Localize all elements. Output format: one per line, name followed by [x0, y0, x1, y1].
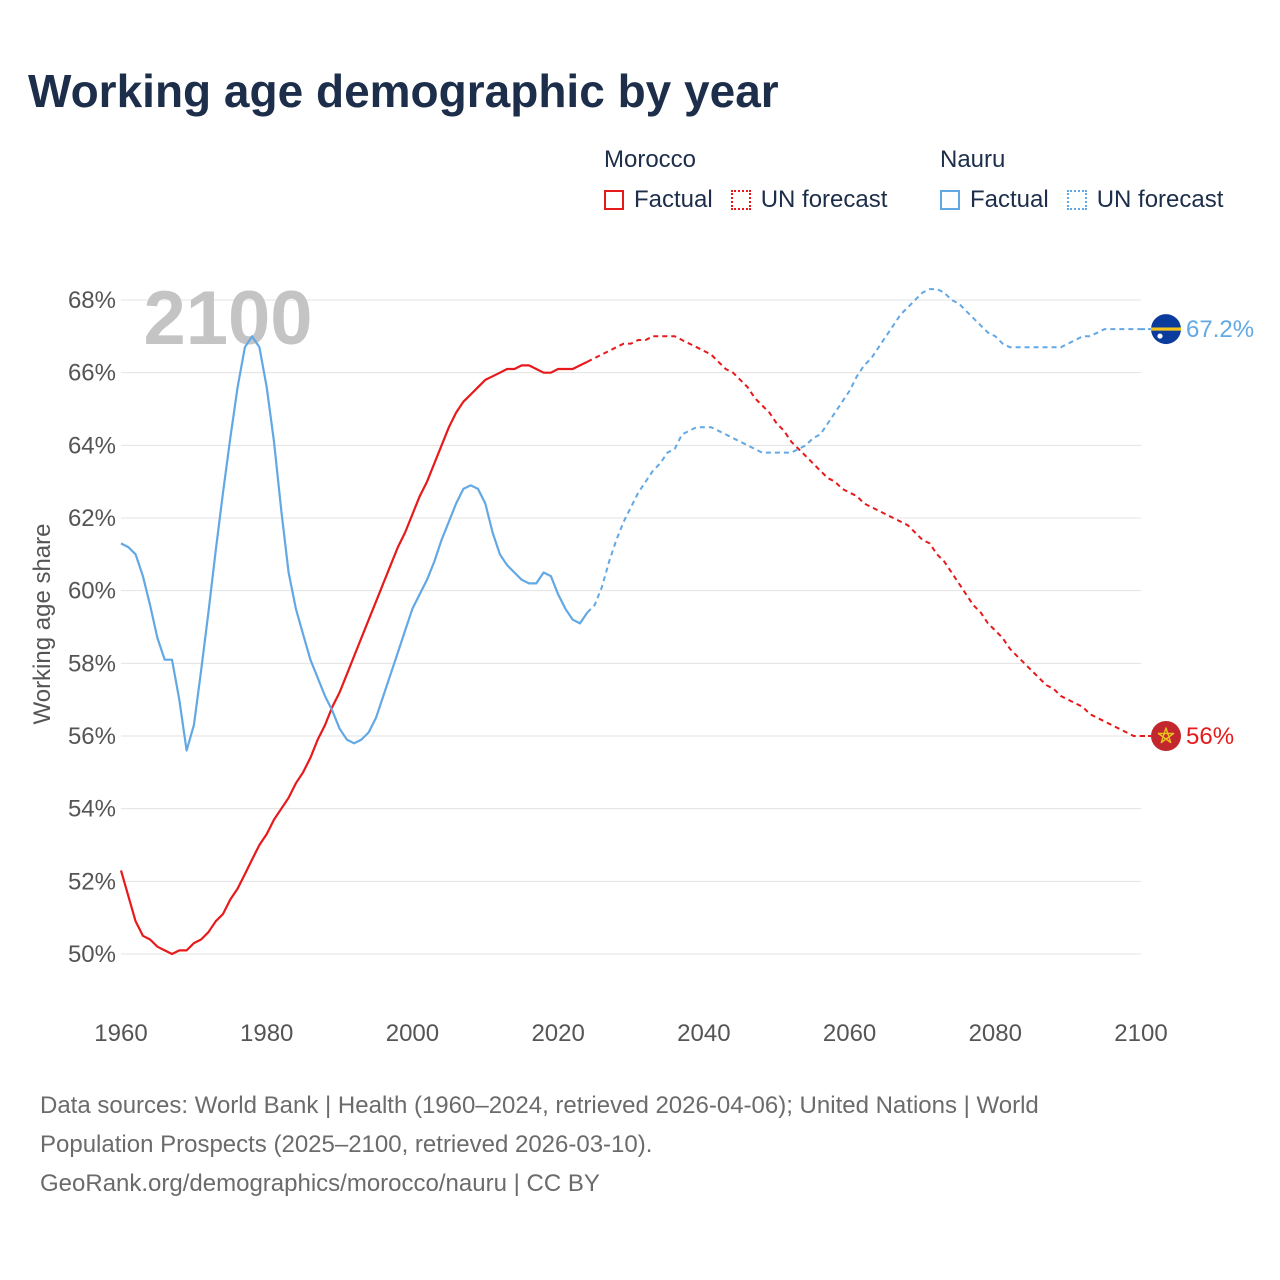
legend-group-morocco: Morocco Factual UN forecast	[604, 146, 887, 214]
legend-label-factual: Factual	[634, 186, 713, 213]
nauru-forecast-line	[586, 288, 1141, 614]
x-tick-label: 1960	[94, 1020, 147, 1047]
legend-group-name: Nauru	[940, 146, 1006, 173]
y-axis-ticks: 50% 52% 54% 56% 58% 60% 62% 64% 66% 68%	[68, 287, 116, 968]
nauru-factual-line	[120, 335, 589, 752]
y-tick-label: 60%	[68, 578, 116, 605]
nauru-end-label: 67.2%	[1186, 316, 1254, 343]
legend-swatch-forecast	[730, 190, 751, 210]
y-tick-label: 68%	[68, 287, 116, 314]
chart-title: Working age demographic by year	[28, 65, 779, 117]
series-lines	[119, 288, 1141, 956]
line-chart: 2100 50% 52% 54% 56% 58% 60% 62% 64% 66% 68% 1960…	[29, 276, 1254, 1047]
legend-group-name: Morocco	[604, 146, 697, 173]
x-tick-label: 2020	[531, 1020, 584, 1047]
y-tick-label: 54%	[68, 796, 116, 823]
morocco-forecast-line	[586, 335, 1141, 737]
morocco-factual-line	[119, 360, 588, 956]
x-tick-label: 1980	[240, 1020, 293, 1047]
legend-swatch-forecast	[1066, 190, 1087, 210]
y-tick-label: 66%	[68, 360, 116, 387]
y-tick-label: 64%	[68, 432, 116, 459]
grid-lines	[121, 299, 1141, 955]
y-tick-label: 52%	[68, 868, 116, 895]
legend-swatch-factual	[604, 190, 624, 210]
y-tick-label: 50%	[68, 941, 116, 968]
y-axis-label: Working age share	[29, 524, 56, 725]
footer-sources: Data sources: World Bank | Health (1960–…	[40, 1086, 1240, 1203]
x-tick-label: 2000	[386, 1020, 439, 1047]
x-tick-label: 2060	[823, 1020, 876, 1047]
x-tick-label: 2080	[969, 1020, 1022, 1047]
footer-line-3: GeoRank.org/demographics/morocco/nauru |…	[40, 1170, 600, 1197]
legend-label-forecast: UN forecast	[760, 186, 888, 213]
x-tick-label: 2100	[1114, 1020, 1167, 1047]
x-axis-ticks: 1960 1980 2000 2020 2040 2060 2080 2100	[94, 1020, 1167, 1047]
morocco-end-label: 56%	[1186, 723, 1234, 750]
nauru-flag-icon	[1151, 314, 1181, 345]
legend-group-nauru: Nauru Factual UN forecast	[940, 146, 1223, 214]
footer-line-1: Data sources: World Bank | Health (1960–…	[40, 1092, 1039, 1119]
legend-label-forecast: UN forecast	[1096, 186, 1224, 213]
y-tick-label: 58%	[68, 650, 116, 677]
morocco-flag-icon	[1151, 721, 1181, 751]
legend-swatch-factual	[940, 190, 960, 210]
year-watermark: 2100	[143, 276, 312, 361]
y-tick-label: 62%	[68, 505, 116, 532]
footer-line-2: Population Prospects (2025–2100, retriev…	[40, 1131, 653, 1158]
x-tick-label: 2040	[677, 1020, 730, 1047]
y-tick-label: 56%	[68, 723, 116, 750]
legend-label-factual: Factual	[970, 186, 1049, 213]
series-end-markers: 56% 67.2%	[1141, 314, 1254, 751]
